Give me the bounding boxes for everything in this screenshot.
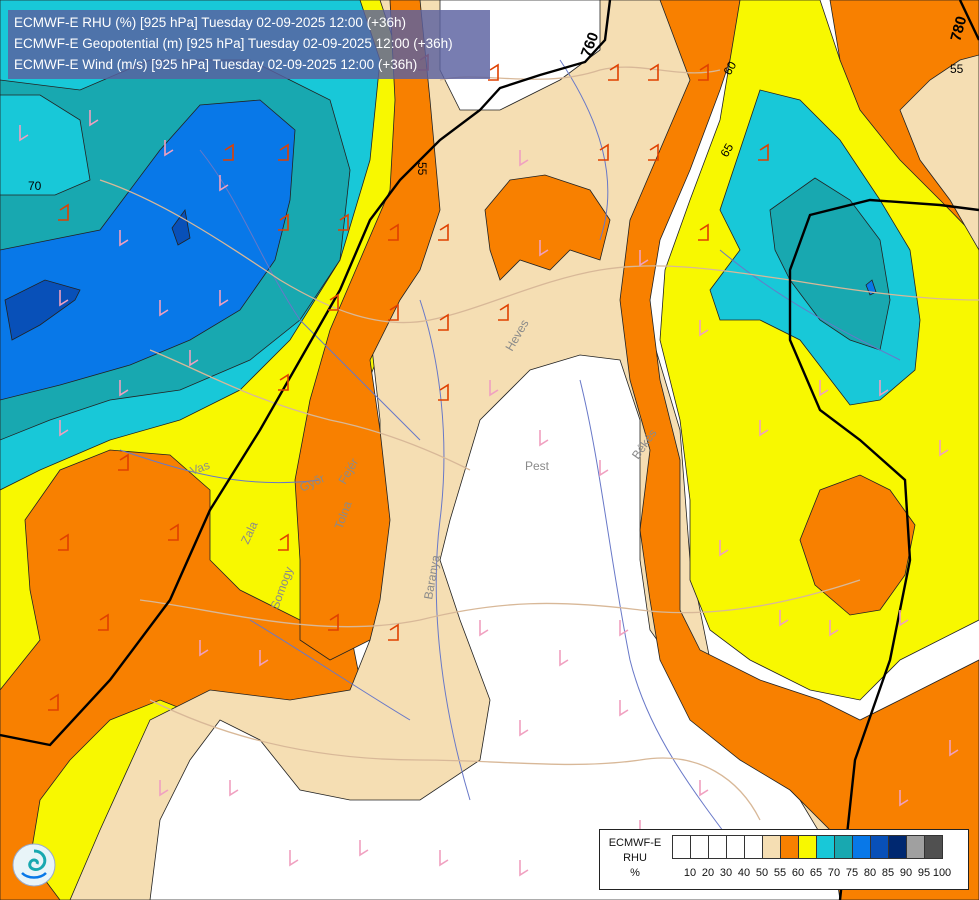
legend-swatch — [834, 835, 853, 859]
legend-tick-label: 70 — [827, 867, 841, 879]
place-label-vas: Vas — [188, 458, 211, 478]
rivers — [119, 59, 901, 881]
admin-borders — [99, 66, 979, 821]
legend-swatch — [816, 835, 835, 859]
legend-tick-label: 95 — [917, 867, 931, 879]
legend-tick-label: 30 — [719, 867, 733, 879]
legend-swatch — [708, 835, 727, 859]
legend-label-variable: RHU — [623, 852, 647, 864]
legend-tick-label: 80 — [863, 867, 877, 879]
legend-swatch — [888, 835, 907, 859]
legend-swatch — [906, 835, 925, 859]
title-rhu: ECMWF-E RHU (%) [925 hPa] Tuesday 02-09-… — [14, 15, 407, 30]
legend-swatch — [744, 835, 763, 859]
legend-tick-label: 100 — [932, 867, 952, 879]
legend-tick-label: 20 — [701, 867, 715, 879]
legend-label-model: ECMWF-E — [608, 837, 662, 849]
legend-tick-label: 40 — [737, 867, 751, 879]
legend-tick-label: 65 — [809, 867, 823, 879]
color-legend: ECMWF-E RHU % 10 20 30 40 50 55 60 65 70 75 80 85 90… — [599, 829, 969, 890]
place-label-pest: Pest — [525, 459, 550, 473]
legend-swatches — [672, 835, 943, 859]
legend-tick-label: 10 — [683, 867, 697, 879]
wind-barbs — [19, 53, 959, 877]
legend-tick-label: 55 — [773, 867, 787, 879]
rhu-label-60: 60 — [720, 59, 739, 78]
legend-tick-label: 90 — [899, 867, 913, 879]
rhu-label-55-ne: 55 — [950, 62, 964, 76]
rhu-orange-north — [484, 174, 611, 281]
rhu-darkblue-west-2 — [171, 209, 191, 246]
legend-swatch — [924, 835, 943, 859]
rhu-darkblue-west — [4, 279, 81, 341]
title-geopotential: ECMWF-E Geopotential (m) [925 hPa] Tuesd… — [14, 36, 453, 51]
legend-swatch — [672, 835, 691, 859]
rhu-cyan-nw — [0, 94, 91, 196]
legend-swatch — [870, 835, 889, 859]
title-wind: ECMWF-E Wind (m/s) [925 hPa] Tuesday 02-… — [14, 57, 418, 72]
legend-swatch — [762, 835, 781, 859]
rhu-orange-central-west — [294, 0, 441, 661]
rhu-label-65: 65 — [717, 141, 736, 160]
legend-label-unit: % — [630, 867, 640, 879]
legend-tick-label: 50 — [755, 867, 769, 879]
legend-tick-label: 75 — [845, 867, 859, 879]
legend-swatch — [780, 835, 799, 859]
ogimet-swirl-icon — [12, 843, 56, 887]
rhu-white-center — [149, 354, 851, 900]
legend-tick-label: 85 — [881, 867, 895, 879]
legend-swatch — [690, 835, 709, 859]
legend-swatch — [798, 835, 817, 859]
legend-label: ECMWF-E RHU % — [604, 836, 666, 881]
legend-tick-label: 60 — [791, 867, 805, 879]
rhu-label-70: 70 — [28, 179, 42, 193]
map-title-box: ECMWF-E RHU (%) [925 hPa] Tuesday 02-09-… — [8, 10, 490, 79]
legend-ticks: 10 20 30 40 50 55 60 65 70 75 80 85 90 95 100 — [673, 867, 973, 881]
rhu-orange-east-band — [619, 0, 979, 900]
legend-swatch — [726, 835, 745, 859]
geopotential-label-780: 780 — [947, 14, 970, 43]
rhu-label-55: 55 — [415, 162, 429, 176]
rhu-wheat-ne — [899, 54, 979, 251]
legend-swatch — [852, 835, 871, 859]
